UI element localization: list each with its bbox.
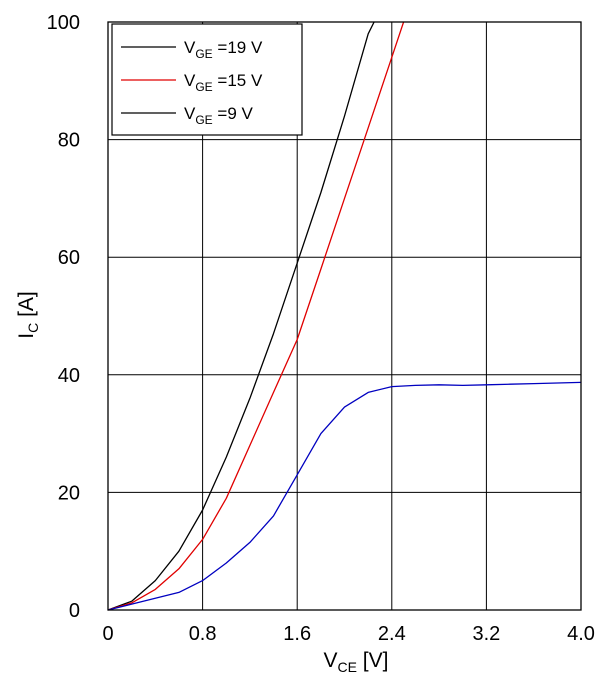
legend: VGE =19 V VGE =15 V VGE =9 V	[111, 23, 303, 136]
y-tick-label: 20	[58, 482, 80, 504]
x-tick-label: 3.2	[472, 623, 500, 645]
series-line-1	[107, 21, 405, 611]
x-tick-label: 2.4	[378, 623, 406, 645]
legend-label-vge-15: VGE =15 V	[184, 71, 263, 94]
x-tick-label: 0.8	[189, 623, 217, 645]
tick-labels: 0 0.8 1.6 2.4 3.2 4.0 0 20 40 60 80 100	[47, 12, 595, 645]
x-tick-label: 0	[102, 623, 113, 645]
legend-label-vge-9: VGE =9 V	[184, 104, 254, 127]
y-tick-label: 0	[69, 600, 80, 622]
y-axis-label: IC [A]	[15, 291, 41, 338]
x-tick-label: 1.6	[283, 623, 311, 645]
y-tick-label: 80	[58, 130, 80, 152]
legend-label-vge-19: VGE =19 V	[184, 38, 263, 61]
x-axis-label: VCE [V]	[324, 649, 389, 675]
y-tick-label: 40	[58, 365, 80, 387]
y-tick-label: 100	[47, 12, 80, 34]
series-lines	[107, 21, 582, 611]
plot-frame	[107, 21, 582, 611]
series-line-0	[107, 21, 375, 611]
x-tick-label: 4.0	[567, 623, 595, 645]
y-tick-label: 60	[58, 247, 80, 269]
series-line-2	[107, 381, 582, 611]
